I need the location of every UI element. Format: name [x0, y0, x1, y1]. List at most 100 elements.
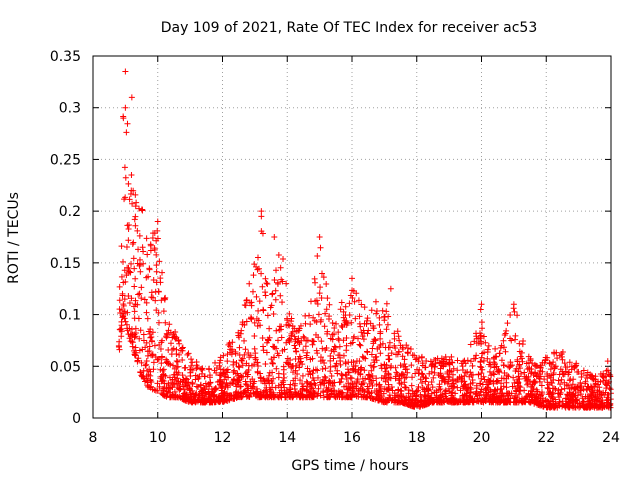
data-point	[165, 327, 172, 334]
data-point	[220, 352, 227, 359]
data-point	[238, 390, 245, 397]
data-point	[264, 281, 271, 288]
data-point	[312, 366, 319, 373]
data-point	[141, 375, 148, 382]
data-point	[250, 384, 257, 391]
data-point	[517, 353, 524, 360]
data-point	[566, 377, 573, 384]
data-point	[351, 298, 358, 305]
data-point	[286, 322, 293, 329]
data-point	[381, 361, 388, 368]
data-point	[508, 337, 515, 344]
data-point	[246, 393, 253, 400]
data-point	[303, 393, 310, 400]
data-point	[401, 397, 408, 404]
data-point	[340, 308, 347, 315]
data-point	[483, 379, 490, 386]
data-point	[368, 367, 375, 374]
data-point	[236, 364, 243, 371]
data-point	[440, 363, 447, 370]
data-point	[272, 287, 279, 294]
data-point	[314, 300, 321, 307]
data-point	[395, 398, 402, 405]
data-point	[116, 346, 123, 353]
data-point	[154, 380, 161, 387]
data-point	[344, 386, 351, 393]
data-point	[340, 337, 347, 344]
data-point	[514, 358, 521, 365]
data-point	[262, 394, 269, 401]
data-point	[310, 314, 317, 321]
data-point	[230, 376, 237, 383]
data-point	[132, 344, 139, 351]
data-point	[142, 344, 149, 351]
chart-title: Day 109 of 2021, Rate Of TEC Index for r…	[161, 20, 537, 36]
data-point	[197, 398, 204, 405]
data-point	[126, 325, 133, 332]
data-point	[266, 325, 273, 332]
data-point	[322, 374, 329, 381]
data-point	[480, 357, 487, 364]
data-point	[333, 391, 340, 398]
data-point	[227, 392, 234, 399]
data-point	[132, 329, 139, 336]
data-point	[239, 319, 246, 326]
data-point	[513, 398, 520, 405]
data-point	[198, 388, 205, 395]
data-point	[286, 310, 293, 317]
data-point	[509, 362, 516, 369]
data-point	[143, 235, 150, 242]
data-point	[204, 396, 211, 403]
data-point	[285, 337, 292, 344]
data-point	[496, 350, 503, 357]
data-point	[223, 397, 230, 404]
data-point	[422, 364, 429, 371]
data-point	[537, 399, 544, 406]
y-tick-label: 0	[72, 411, 81, 427]
data-point	[151, 342, 158, 349]
data-point	[319, 345, 326, 352]
data-point	[117, 326, 124, 333]
data-point	[478, 354, 485, 361]
data-point	[158, 297, 165, 304]
data-point	[382, 368, 389, 375]
data-point	[262, 292, 269, 299]
data-point	[254, 368, 261, 375]
data-point	[402, 363, 409, 370]
data-point	[430, 374, 437, 381]
data-point	[259, 283, 266, 290]
data-point	[400, 371, 407, 378]
data-point	[377, 330, 384, 337]
data-point	[243, 382, 250, 389]
data-point	[269, 343, 276, 350]
data-point	[254, 254, 261, 261]
data-point	[151, 245, 158, 252]
data-point	[482, 385, 489, 392]
data-point	[132, 333, 139, 340]
data-point	[278, 334, 285, 341]
data-point	[128, 295, 135, 302]
data-point	[485, 342, 492, 349]
data-point	[344, 366, 351, 373]
data-point	[140, 331, 147, 338]
data-point	[504, 320, 511, 327]
x-tick-label: 10	[149, 430, 167, 446]
data-point	[556, 402, 563, 409]
data-point	[576, 400, 583, 407]
data-point	[497, 344, 504, 351]
data-point	[333, 320, 340, 327]
data-point	[184, 382, 191, 389]
data-point	[287, 357, 294, 364]
data-point	[165, 381, 172, 388]
data-point	[383, 326, 390, 333]
data-point	[248, 362, 255, 369]
data-point	[404, 345, 411, 352]
data-point	[394, 328, 401, 335]
data-point	[395, 333, 402, 340]
data-point	[561, 385, 568, 392]
data-point	[454, 377, 461, 384]
data-point	[467, 358, 474, 365]
data-point	[510, 301, 517, 308]
data-point	[136, 290, 143, 297]
data-point	[336, 352, 343, 359]
